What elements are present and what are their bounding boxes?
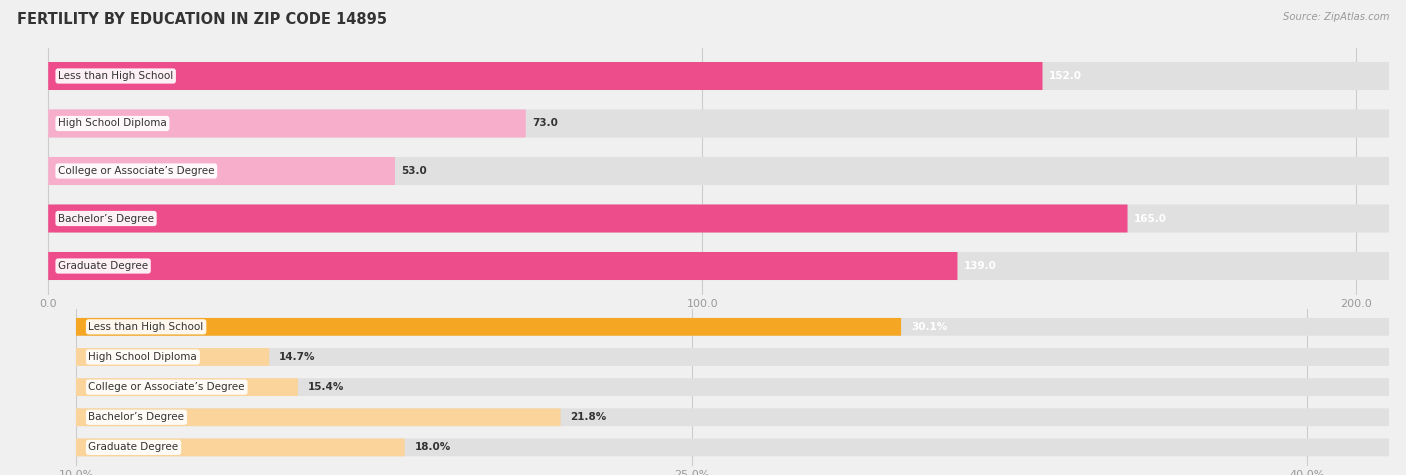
- FancyBboxPatch shape: [48, 204, 1389, 232]
- Text: Bachelor’s Degree: Bachelor’s Degree: [58, 213, 155, 224]
- Text: 21.8%: 21.8%: [571, 412, 607, 422]
- Text: Less than High School: Less than High School: [89, 322, 204, 332]
- Text: 30.1%: 30.1%: [911, 322, 948, 332]
- FancyBboxPatch shape: [76, 438, 1389, 456]
- Text: Bachelor’s Degree: Bachelor’s Degree: [89, 412, 184, 422]
- Text: 18.0%: 18.0%: [415, 442, 451, 452]
- FancyBboxPatch shape: [48, 157, 1389, 185]
- FancyBboxPatch shape: [48, 252, 957, 280]
- FancyBboxPatch shape: [48, 157, 395, 185]
- Text: High School Diploma: High School Diploma: [58, 118, 167, 129]
- Text: 139.0: 139.0: [965, 261, 997, 271]
- FancyBboxPatch shape: [76, 318, 901, 336]
- Text: Graduate Degree: Graduate Degree: [89, 442, 179, 452]
- FancyBboxPatch shape: [48, 62, 1389, 90]
- Text: College or Associate’s Degree: College or Associate’s Degree: [89, 382, 245, 392]
- Text: Graduate Degree: Graduate Degree: [58, 261, 148, 271]
- FancyBboxPatch shape: [76, 438, 405, 456]
- Text: 152.0: 152.0: [1049, 71, 1083, 81]
- FancyBboxPatch shape: [76, 378, 1389, 396]
- Text: 165.0: 165.0: [1135, 213, 1167, 224]
- FancyBboxPatch shape: [48, 252, 1389, 280]
- FancyBboxPatch shape: [48, 204, 1128, 232]
- Text: 73.0: 73.0: [533, 118, 558, 129]
- Text: 14.7%: 14.7%: [280, 352, 316, 362]
- FancyBboxPatch shape: [48, 109, 1389, 138]
- Text: College or Associate’s Degree: College or Associate’s Degree: [58, 166, 215, 176]
- FancyBboxPatch shape: [76, 408, 561, 426]
- Text: High School Diploma: High School Diploma: [89, 352, 197, 362]
- FancyBboxPatch shape: [76, 408, 1389, 426]
- Text: Less than High School: Less than High School: [58, 71, 173, 81]
- FancyBboxPatch shape: [48, 109, 526, 138]
- Text: Source: ZipAtlas.com: Source: ZipAtlas.com: [1282, 12, 1389, 22]
- FancyBboxPatch shape: [76, 378, 298, 396]
- Text: FERTILITY BY EDUCATION IN ZIP CODE 14895: FERTILITY BY EDUCATION IN ZIP CODE 14895: [17, 12, 387, 27]
- Text: 53.0: 53.0: [402, 166, 427, 176]
- Text: 15.4%: 15.4%: [308, 382, 344, 392]
- FancyBboxPatch shape: [48, 62, 1042, 90]
- FancyBboxPatch shape: [76, 318, 1389, 336]
- FancyBboxPatch shape: [76, 348, 269, 366]
- FancyBboxPatch shape: [76, 348, 1389, 366]
